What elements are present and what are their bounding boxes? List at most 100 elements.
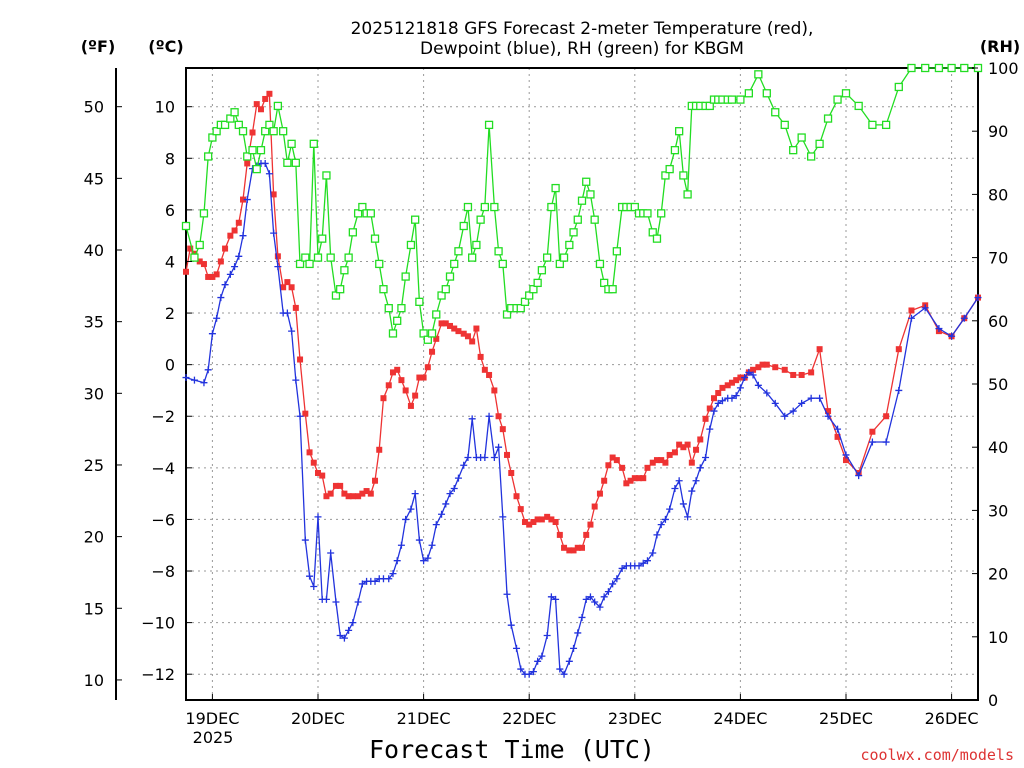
temperature-point [402, 387, 409, 394]
rh-point [502, 310, 512, 319]
temperature-point [433, 335, 440, 342]
temperature-point [561, 544, 568, 551]
rh-point [683, 190, 692, 199]
temperature-point [772, 364, 779, 371]
temperature-point [627, 477, 634, 484]
rh-point [582, 177, 591, 186]
rh-point [648, 228, 657, 237]
rh-point [815, 139, 824, 148]
chart-title-line-1: 2025121818 GFS Forecast 2-meter Temperat… [351, 19, 814, 39]
temperature-point [883, 413, 890, 420]
temperature-point [464, 333, 471, 340]
rh-point [480, 202, 489, 212]
dewpoint-point [226, 270, 234, 278]
rh-point [590, 215, 599, 224]
dewpoint-point [442, 500, 450, 508]
dewpoint-point [618, 564, 626, 572]
dewpoint-point [525, 670, 533, 678]
temperature-point [530, 519, 537, 526]
rh-point [273, 101, 283, 111]
rh-point [295, 259, 305, 269]
rh-point [573, 215, 582, 224]
temperature-point [574, 544, 581, 551]
dewpoint-point [217, 294, 225, 302]
rh-point [823, 114, 833, 123]
temperature-point [591, 503, 598, 510]
temperature-point [473, 325, 480, 332]
dewpoint-point [371, 577, 379, 585]
temperature-point [631, 475, 638, 482]
dewpoint-point [560, 670, 568, 678]
temperature-point [302, 410, 309, 417]
dewpoint-point [499, 513, 507, 521]
dewpoint-point [639, 559, 647, 567]
temperature-point [398, 377, 405, 384]
dewpoint-point [517, 665, 525, 673]
rh-point [643, 209, 652, 218]
temperature-point [183, 268, 189, 275]
temperature-point [359, 490, 366, 497]
dewpoint-point [301, 536, 309, 544]
rh-point [705, 101, 714, 111]
celsius-tick-label: 8 [165, 149, 175, 168]
dewpoint-point [679, 500, 687, 508]
rh-point [543, 253, 552, 262]
celsius-tick-label: 0 [165, 356, 175, 375]
rh-point [608, 285, 617, 294]
dewpoint-point [692, 477, 700, 485]
temperature-point [249, 129, 256, 136]
rh-point [612, 247, 621, 256]
temperature-point [619, 464, 626, 471]
temperature-point [253, 101, 260, 108]
dewpoint-point [781, 412, 789, 420]
rh-tick-label: 30 [988, 501, 1008, 520]
dewpoint-point [393, 557, 401, 565]
dewpoint-point [354, 598, 362, 606]
temperature-point [596, 490, 603, 497]
dewpoint-point [745, 368, 753, 376]
temperature-point [601, 477, 608, 484]
celsius-tick-label: −4 [151, 459, 175, 478]
fahrenheit-tick-label: 35 [84, 313, 104, 332]
dewpoint-point [882, 438, 890, 446]
dewpoint-point [635, 562, 643, 570]
x-tick-label: 25DEC [819, 709, 873, 728]
fahrenheit-tick-label: 15 [84, 599, 104, 618]
temperature-point [521, 519, 528, 526]
rh-point [468, 253, 477, 262]
temperature-point [447, 322, 453, 329]
dewpoint-point [578, 613, 586, 621]
dewpoint-point [513, 644, 521, 652]
temperature-point [526, 521, 533, 528]
rh-point [736, 95, 745, 104]
temperature-point [297, 356, 304, 363]
temperature-point [310, 459, 317, 466]
dewpoint-point [190, 376, 198, 384]
temperature-point [323, 493, 330, 500]
rh-point [675, 127, 684, 136]
temperature-point [843, 457, 849, 464]
rh-point [833, 95, 842, 104]
temperature-point [636, 475, 643, 482]
series-layer [181, 63, 983, 678]
rh-point [881, 120, 891, 130]
dewpoint-point [327, 549, 335, 557]
dewpoint-point [468, 415, 476, 423]
rh-point [533, 278, 542, 288]
temperature-point [451, 325, 458, 332]
temperature-point [280, 284, 287, 291]
dewpoint-point [340, 634, 348, 642]
celsius-tick-label: −10 [141, 614, 175, 633]
celsius-tick-label: 2 [165, 304, 175, 323]
dewpoint-point [485, 412, 493, 420]
temperature-point [544, 513, 551, 520]
dewpoint-point [529, 668, 537, 676]
rh-point [670, 146, 680, 155]
dewpoint-point [265, 170, 273, 178]
rh-point [459, 221, 468, 231]
fahrenheit-unit-label: (ºF) [81, 37, 116, 56]
dewpoint-point [314, 513, 322, 521]
dewpoint-point [921, 304, 929, 312]
rh-point [960, 63, 969, 73]
dewpoint-point [200, 379, 208, 387]
